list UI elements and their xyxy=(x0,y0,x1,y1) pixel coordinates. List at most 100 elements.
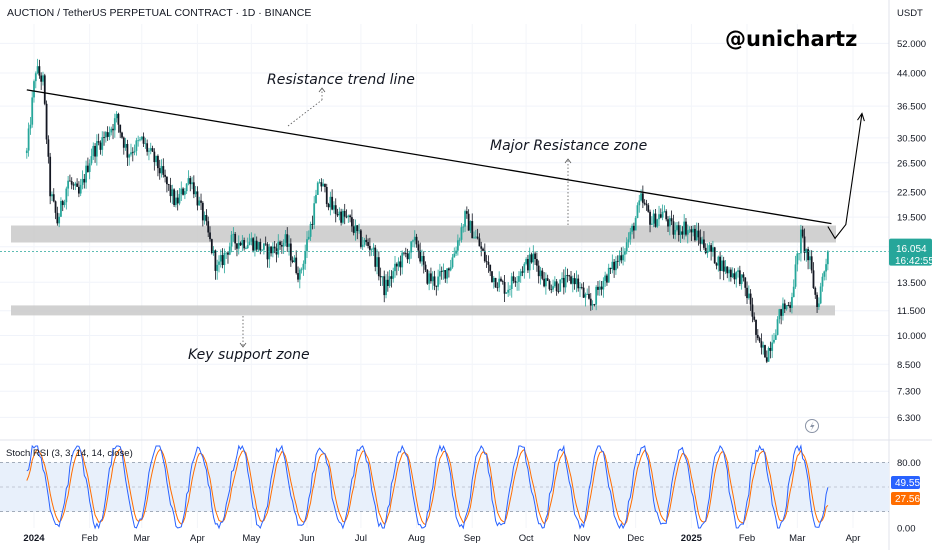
candle-body xyxy=(104,132,107,138)
candle-body xyxy=(394,263,396,272)
candle-body xyxy=(816,294,818,307)
time-tick-label: Oct xyxy=(519,533,534,544)
candle-body xyxy=(291,260,294,263)
candle-body xyxy=(158,168,161,174)
rsi-k-line xyxy=(26,444,829,530)
candle-body xyxy=(735,271,738,280)
candle-body xyxy=(374,247,377,267)
candle-body xyxy=(60,201,62,217)
candle-body xyxy=(548,280,551,290)
candle-body xyxy=(237,242,240,249)
candle-body xyxy=(566,275,569,276)
candle-body xyxy=(322,183,325,187)
candle-body xyxy=(740,274,743,284)
candle-body xyxy=(661,211,664,218)
candle-body xyxy=(309,223,312,237)
candle-body xyxy=(178,194,181,204)
candle-body xyxy=(571,278,574,284)
candle-body xyxy=(318,182,321,184)
candle-body xyxy=(259,241,262,251)
candle-body xyxy=(557,291,560,292)
candle-body xyxy=(390,276,393,279)
time-tick-label: Feb xyxy=(739,533,755,544)
candle-body xyxy=(518,276,520,282)
candle-body xyxy=(674,229,677,235)
candle-body xyxy=(320,182,323,187)
candle-body xyxy=(808,256,811,261)
time-tick-label: 2024 xyxy=(23,533,45,544)
lightning-icon[interactable] xyxy=(805,419,819,433)
pointer-arrows xyxy=(242,89,569,346)
candle-body xyxy=(210,239,213,253)
candle-body xyxy=(751,304,754,317)
candle-body xyxy=(151,148,154,152)
candle-body xyxy=(769,347,772,351)
candle-body xyxy=(40,75,43,82)
candle-body xyxy=(801,229,804,237)
candle-body xyxy=(47,139,50,157)
candle-body xyxy=(453,253,456,258)
candle-body xyxy=(36,66,39,74)
candle-body xyxy=(99,142,102,150)
candle-body xyxy=(519,271,522,277)
candle-body xyxy=(464,211,466,227)
candle-body xyxy=(34,73,37,82)
candle-body xyxy=(703,239,705,248)
candle-body xyxy=(442,270,445,272)
candle-body xyxy=(600,286,603,290)
candle-body xyxy=(273,246,276,249)
candle-body xyxy=(706,251,709,254)
candle-body xyxy=(277,241,280,255)
candle-body xyxy=(336,214,339,216)
candle-body xyxy=(654,213,657,227)
candle-body xyxy=(25,150,28,154)
candle-body xyxy=(85,165,87,183)
candle-body xyxy=(559,279,562,292)
rsi-tick-label: 80.00 xyxy=(897,458,921,469)
candle-body xyxy=(697,230,700,238)
candle-body xyxy=(455,250,457,254)
candle-body xyxy=(86,165,89,172)
candle-body xyxy=(187,178,190,184)
candle-body xyxy=(261,249,263,251)
candle-body xyxy=(589,298,592,306)
candle-body xyxy=(383,276,386,296)
candle-body xyxy=(144,143,147,145)
candle-body xyxy=(167,184,170,186)
candle-body xyxy=(812,270,815,288)
candle-body xyxy=(101,137,104,150)
candle-body xyxy=(580,287,583,288)
candle-body xyxy=(500,278,502,282)
candle-body xyxy=(525,258,528,264)
candle-body xyxy=(214,250,217,271)
candle-body xyxy=(792,286,795,298)
candle-body xyxy=(300,269,303,271)
candle-body xyxy=(710,245,713,252)
candle-body xyxy=(246,244,249,249)
time-tick-label: Apr xyxy=(846,533,861,544)
candle-body xyxy=(530,254,533,263)
candle-body xyxy=(103,137,105,138)
candle-body xyxy=(483,250,486,262)
time-tick-label: 2025 xyxy=(681,533,703,544)
candle-body xyxy=(439,271,441,277)
candle-body xyxy=(79,184,82,194)
candle-body xyxy=(677,225,680,236)
candle-body xyxy=(119,124,122,133)
candle-body xyxy=(392,271,395,279)
candle-body xyxy=(726,266,729,274)
candle-body xyxy=(733,273,736,280)
candle-body xyxy=(446,268,448,279)
candle-body xyxy=(228,246,231,255)
candle-body xyxy=(236,243,238,249)
candle-body xyxy=(534,253,536,260)
candle-body xyxy=(139,139,141,141)
candle-body xyxy=(604,275,607,281)
candle-body xyxy=(791,297,793,308)
candle-body xyxy=(200,200,202,203)
candle-body xyxy=(173,189,175,206)
candle-body xyxy=(209,232,211,240)
candle-body xyxy=(658,214,660,220)
candle-body xyxy=(153,151,156,163)
candle-body xyxy=(115,113,118,119)
